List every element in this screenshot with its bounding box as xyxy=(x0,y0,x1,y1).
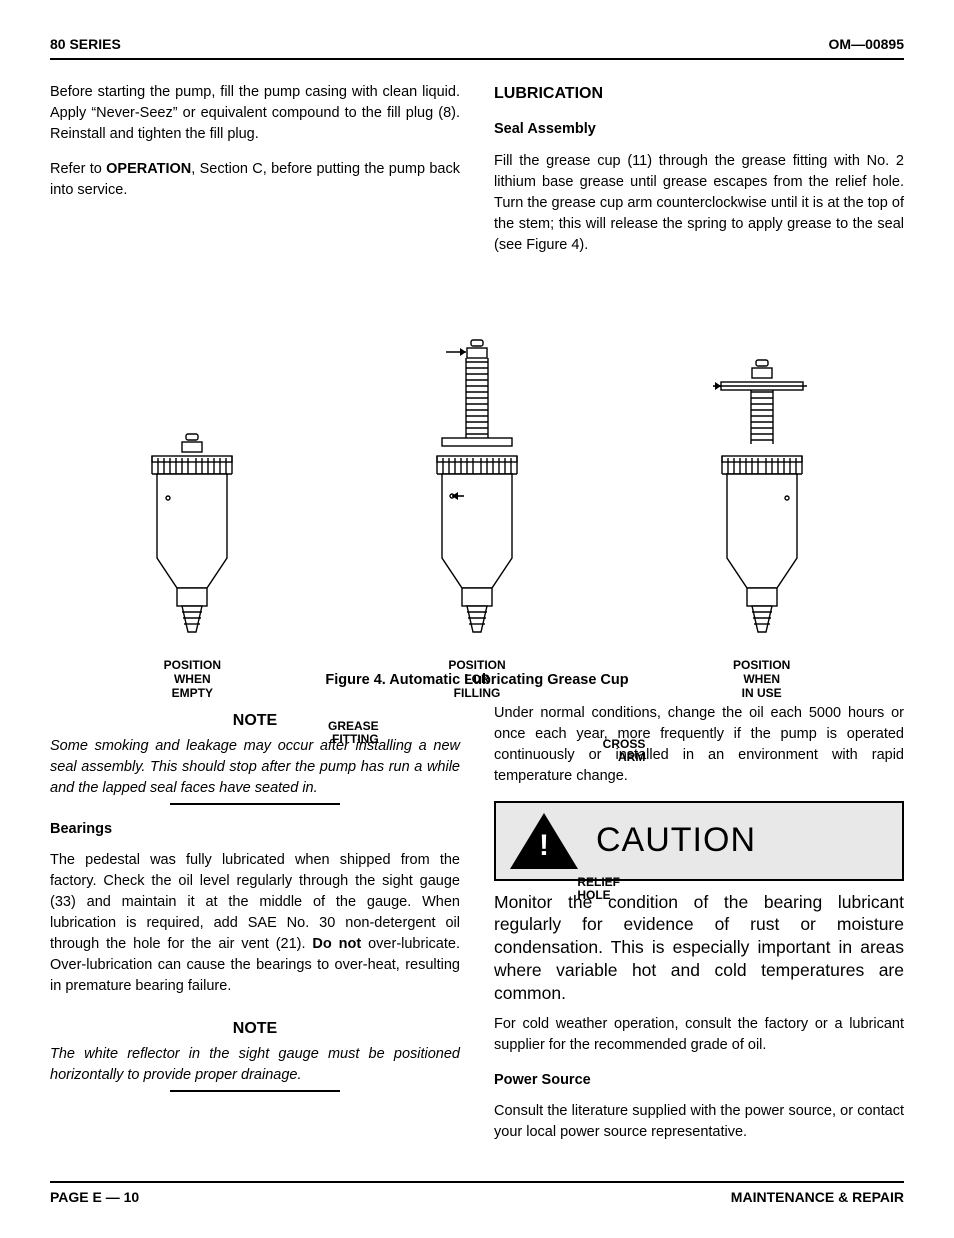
header-right: OM—00895 xyxy=(829,34,904,54)
warning-triangle-icon: ! xyxy=(510,813,578,869)
note1-body: Some smoking and leakage may occur after… xyxy=(50,736,460,799)
page-footer: PAGE E — 10 MAINTENANCE & REPAIR xyxy=(50,1181,904,1207)
seal-paragraph: Fill the grease cup (11) through the gre… xyxy=(494,151,904,256)
caution-label: CAUTION xyxy=(596,816,756,865)
oil-change-paragraph: Under normal conditions, change the oil … xyxy=(494,703,904,787)
caution-box: ! CAUTION xyxy=(494,801,904,881)
page-header: 80 SERIES OM—00895 xyxy=(50,34,904,60)
footer-right: MAINTENANCE & REPAIR xyxy=(731,1187,904,1207)
top-columns: Before starting the pump, fill the pump … xyxy=(50,82,904,269)
grease-cup-filling-icon xyxy=(402,338,552,658)
bottom-right-col: Under normal conditions, change the oil … xyxy=(494,703,904,1158)
figure-4: POSITION WHEN EMPTY xyxy=(50,288,904,691)
lubrication-heading: LUBRICATION xyxy=(494,82,904,105)
bearings-heading: Bearings xyxy=(50,819,460,840)
label-relief-hole: RELIEF HOLE xyxy=(577,876,637,904)
power-source-paragraph: Consult the literature supplied with the… xyxy=(494,1101,904,1143)
figure-row: POSITION WHEN EMPTY xyxy=(50,288,904,658)
power-source-heading: Power Source xyxy=(494,1070,904,1091)
intro-p2: Refer to OPERATION, Section C, before pu… xyxy=(50,159,460,201)
top-right-col: LUBRICATION Seal Assembly Fill the greas… xyxy=(494,82,904,269)
top-left-col: Before starting the pump, fill the pump … xyxy=(50,82,460,269)
footer-left: PAGE E — 10 xyxy=(50,1187,139,1207)
note1-heading: NOTE xyxy=(50,709,460,732)
label-grease-fitting: GREASE FITTING xyxy=(307,720,379,748)
note1-rule xyxy=(170,803,340,805)
grease-cup-empty-icon xyxy=(132,428,252,658)
note2-rule xyxy=(170,1090,340,1092)
label-cross-arm: CROSS ARM xyxy=(581,738,645,766)
label-position-empty: POSITION WHEN EMPTY xyxy=(164,658,221,701)
header-left: 80 SERIES xyxy=(50,34,121,54)
note2-heading: NOTE xyxy=(50,1017,460,1040)
bearings-paragraph: The pedestal was fully lubricated when s… xyxy=(50,850,460,997)
cold-weather-paragraph: For cold weather operation, consult the … xyxy=(494,1014,904,1056)
bottom-left-col: NOTE Some smoking and leakage may occur … xyxy=(50,703,460,1158)
caution-paragraph: Monitor the condition of the bearing lub… xyxy=(494,891,904,1005)
note2-body: The white reflector in the sight gauge m… xyxy=(50,1044,460,1086)
bottom-columns: NOTE Some smoking and leakage may occur … xyxy=(50,703,904,1158)
grease-cup-inuse-icon xyxy=(687,358,837,658)
seal-heading: Seal Assembly xyxy=(494,119,904,140)
label-position-filling: POSITION FOR FILLING xyxy=(448,658,505,701)
intro-p1: Before starting the pump, fill the pump … xyxy=(50,82,460,145)
label-position-inuse: POSITION WHEN IN USE xyxy=(733,658,790,701)
